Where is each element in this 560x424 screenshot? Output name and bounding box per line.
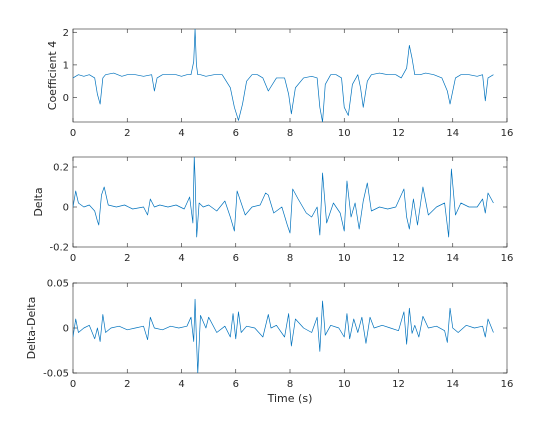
x-tick-label: 0 (70, 253, 76, 264)
y-tick-label: 1 (63, 60, 69, 71)
x-tick-label: 14 (446, 128, 459, 139)
y-tick-label: 0 (63, 324, 69, 335)
y-tick-label: 0 (63, 93, 69, 104)
x-tick-label: 16 (501, 253, 514, 264)
y-axis-label: Delta (32, 187, 45, 216)
x-tick-label: 10 (338, 253, 351, 264)
x-tick-label: 4 (178, 253, 184, 264)
y-axis-label: Delta-Delta (25, 297, 38, 360)
series-line (73, 29, 494, 122)
x-tick-label: 8 (287, 253, 293, 264)
x-tick-label: 10 (338, 128, 351, 139)
x-tick-label: 16 (501, 379, 514, 390)
y-axis-label: Coefficient 4 (46, 41, 59, 110)
x-tick-label: 14 (446, 253, 459, 264)
x-tick-label: 12 (392, 253, 405, 264)
x-tick-label: 16 (501, 128, 514, 139)
y-tick-label: -0.2 (49, 243, 69, 254)
x-tick-label: 4 (178, 128, 184, 139)
y-tick-label: -0.05 (43, 369, 69, 380)
x-tick-label: 2 (124, 379, 130, 390)
x-tick-label: 4 (178, 379, 184, 390)
x-tick-label: 12 (392, 128, 405, 139)
y-tick-label: 0 (63, 203, 69, 214)
x-tick-label: 0 (70, 379, 76, 390)
x-tick-label: 8 (287, 128, 293, 139)
x-tick-label: 6 (233, 379, 239, 390)
series-line (73, 157, 494, 238)
x-tick-label: 0 (70, 128, 76, 139)
y-tick-label: 0.05 (47, 279, 69, 290)
series-line (73, 298, 494, 373)
x-tick-label: 6 (233, 253, 239, 264)
x-tick-label: 14 (446, 379, 459, 390)
y-tick-label: 0.2 (53, 163, 69, 174)
x-tick-label: 6 (233, 128, 239, 139)
x-tick-label: 10 (338, 379, 351, 390)
axes-frame (72, 156, 508, 248)
x-tick-label: 12 (392, 379, 405, 390)
x-tick-label: 2 (124, 253, 130, 264)
x-tick-label: 2 (124, 128, 130, 139)
x-axis-label: Time (s) (267, 392, 313, 405)
x-tick-label: 8 (287, 379, 293, 390)
y-tick-label: 2 (63, 28, 69, 39)
